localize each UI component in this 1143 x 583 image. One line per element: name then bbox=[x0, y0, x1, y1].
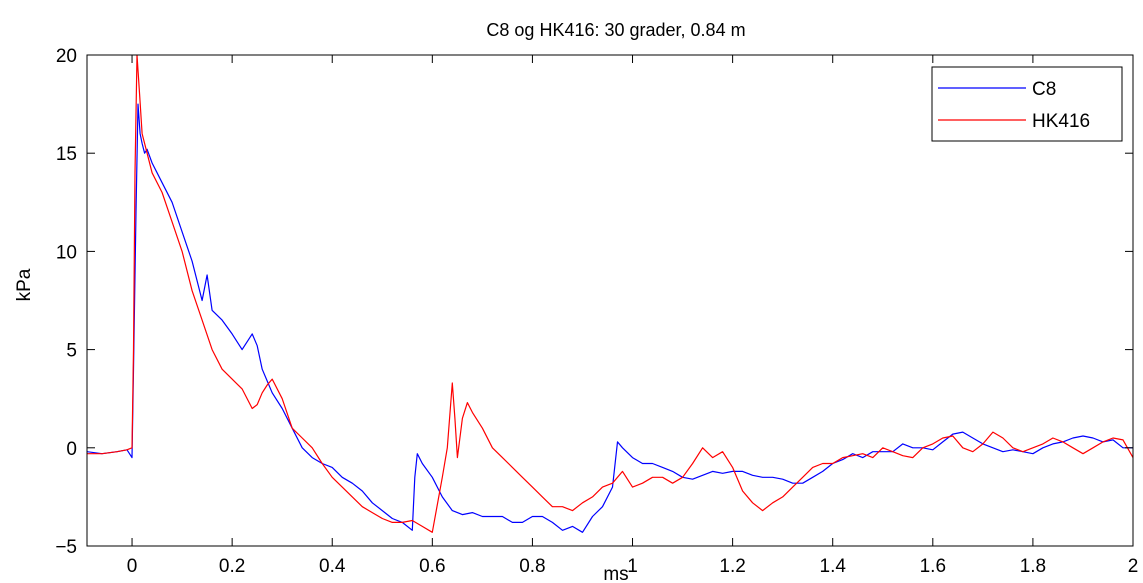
legend: C8 HK416 bbox=[931, 66, 1123, 142]
y-tick-label: 10 bbox=[56, 242, 77, 263]
x-tick-label: 0.2 bbox=[219, 556, 245, 577]
x-tick-label: 1.4 bbox=[820, 556, 847, 577]
x-axis-label: ms bbox=[603, 564, 628, 583]
x-tick-label: 2 bbox=[1128, 556, 1139, 577]
y-tick-label: −5 bbox=[55, 537, 77, 558]
x-tick-label: 0.8 bbox=[519, 556, 545, 577]
series-line-hk416 bbox=[87, 55, 1133, 533]
series-line-c8 bbox=[87, 103, 1133, 533]
y-tick-label: 5 bbox=[66, 341, 77, 362]
legend-label-hk416: HK416 bbox=[1032, 111, 1090, 132]
y-tick-label: 15 bbox=[56, 144, 77, 165]
y-axis-label: kPa bbox=[14, 268, 35, 301]
y-tick-label: 20 bbox=[56, 46, 77, 67]
x-tick-label: 1.2 bbox=[719, 556, 745, 577]
plot-frame bbox=[86, 54, 1134, 547]
x-tick-label: 0.4 bbox=[319, 556, 346, 577]
x-tick-label: 1 bbox=[627, 556, 638, 577]
series-group bbox=[87, 55, 1133, 533]
chart-title: C8 og HK416: 30 grader, 0.84 m bbox=[486, 20, 745, 40]
y-tick-label: 0 bbox=[66, 439, 77, 460]
ticks-group: 0 0.2 0.4 0.6 0.8 1 1.2 1.4 1.6 1.8 2 −5 0 5 10 15 20 bbox=[55, 46, 1138, 577]
x-tick-label: 1.6 bbox=[920, 556, 946, 577]
x-tick-label: 0 bbox=[127, 556, 138, 577]
legend-label-c8: C8 bbox=[1032, 79, 1056, 100]
x-tick-label: 1.8 bbox=[1020, 556, 1046, 577]
legend-box bbox=[931, 66, 1123, 142]
x-tick-label: 0.6 bbox=[419, 556, 445, 577]
